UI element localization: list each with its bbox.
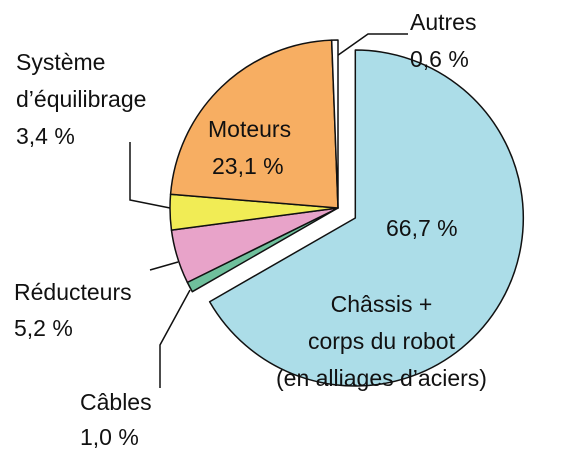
leader-line <box>333 33 408 59</box>
value-label: 3,4 % <box>16 123 75 149</box>
value-label: 66,7 % <box>386 215 458 241</box>
leader-line <box>129 142 171 209</box>
pie-slice <box>169 39 339 209</box>
value-label: 0,6 % <box>410 46 469 72</box>
pie-slice <box>208 49 525 387</box>
category-label: Moteurs <box>208 116 292 142</box>
pie-slice <box>330 39 339 209</box>
category-label: Câbles <box>80 389 152 415</box>
leader-lines <box>129 33 408 388</box>
value-label: 23,1 % <box>212 153 284 179</box>
value-label: 5,2 % <box>14 315 73 341</box>
leader-line <box>159 289 191 388</box>
category-label: Autres <box>410 9 477 35</box>
leader-line <box>149 261 179 271</box>
category-label: Réducteurs <box>14 279 132 305</box>
category-label: Châssis + corps du robot (en alliages d’… <box>276 291 487 391</box>
category-label: Système d’équilibrage <box>16 49 147 112</box>
value-label: 1,0 % <box>80 424 139 450</box>
